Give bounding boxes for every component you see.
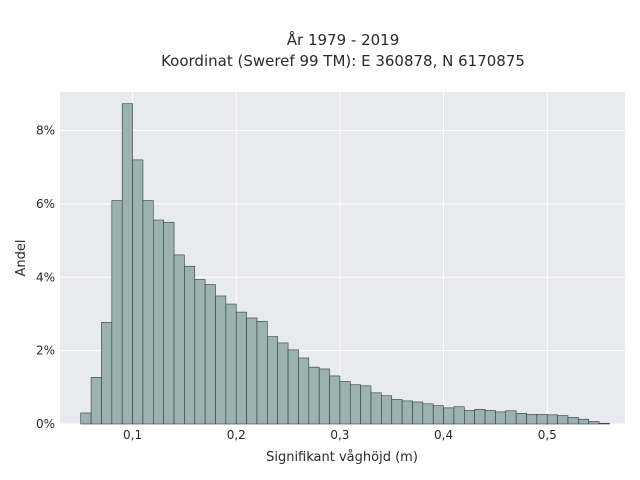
histogram-bar [391, 399, 403, 425]
histogram-bar [184, 265, 196, 425]
y-tick-label: 0% [36, 417, 55, 431]
y-tick-label: 2% [36, 344, 55, 358]
x-tick-labels: 0,1 0,2 0,3 0,4 0,5 [123, 428, 557, 442]
histogram-bar [381, 395, 393, 425]
y-tick-label: 4% [36, 270, 55, 284]
histogram-bar [443, 407, 455, 425]
histogram-bar [298, 357, 310, 425]
histogram-bar [142, 200, 154, 425]
histogram-bar [515, 413, 527, 425]
histogram-bar [339, 381, 351, 425]
histogram-bar [80, 412, 92, 425]
histogram-bar [546, 414, 558, 425]
histogram-bar [246, 317, 258, 425]
x-tick-label: 0,4 [434, 428, 453, 442]
histogram-bar [215, 295, 227, 425]
histogram-bar [308, 366, 320, 425]
histogram-bar [235, 311, 247, 425]
y-tick-label: 8% [36, 124, 55, 138]
histogram-bar [267, 336, 279, 425]
histogram-bar [132, 159, 144, 425]
histogram-bar [163, 221, 175, 425]
histogram-bar [474, 409, 486, 425]
histogram-bar [401, 400, 413, 425]
histogram-bar [204, 284, 216, 425]
histogram-bar [225, 303, 237, 425]
chart-subtitle: Koordinat (Sweref 99 TM): E 360878, N 61… [161, 52, 525, 70]
x-tick-label: 0,2 [227, 428, 246, 442]
y-axis-title: Andel [14, 240, 29, 277]
histogram-bar [484, 410, 496, 425]
histogram-bar [256, 320, 268, 425]
histogram-bar [370, 392, 382, 425]
x-tick-label: 0,1 [123, 428, 142, 442]
y-tick-label: 6% [36, 197, 55, 211]
chart-title: År 1979 - 2019 [287, 30, 400, 49]
histogram-bar [588, 421, 600, 425]
histogram-bar [111, 200, 123, 425]
histogram-bar [464, 410, 475, 425]
histogram-bar [101, 322, 113, 425]
histogram-bar [277, 342, 289, 425]
histogram-bar [173, 254, 185, 425]
histogram-bar [349, 384, 361, 425]
histogram-bar [360, 385, 372, 425]
histogram-bar [536, 414, 548, 425]
histogram-bar [153, 219, 164, 425]
histogram-bar [121, 103, 133, 425]
histogram-bar [422, 403, 434, 425]
histogram-bar [598, 422, 610, 425]
histogram-bar [453, 406, 465, 425]
histogram-bar [505, 410, 517, 425]
histogram-bar [194, 279, 206, 425]
histogram-bar [318, 368, 330, 425]
histogram-bars [80, 103, 610, 425]
histogram-bar [557, 415, 569, 425]
histogram-bar [287, 349, 299, 425]
histogram-bar [329, 375, 341, 425]
histogram-bar [526, 414, 538, 425]
histogram-bar [432, 405, 444, 425]
histogram-bar [578, 418, 590, 425]
histogram-bar [567, 417, 579, 425]
histogram-bar [495, 411, 507, 425]
x-axis-title: Signifikant våghöjd (m) [266, 450, 418, 465]
histogram-bar [412, 401, 424, 425]
x-tick-label: 0,3 [330, 428, 349, 442]
y-tick-labels: 0% 2% 4% 6% 8% [36, 124, 55, 431]
histogram-bar [90, 377, 102, 425]
x-tick-label: 0,5 [538, 428, 557, 442]
